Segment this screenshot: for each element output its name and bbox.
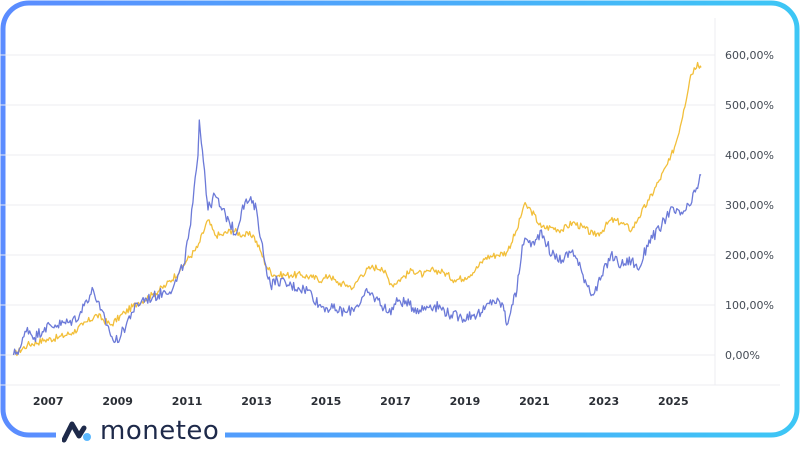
series-line-gold <box>12 61 702 357</box>
x-tick-label: 2021 <box>519 395 550 408</box>
y-tick-label: 500,00% <box>725 99 774 112</box>
chart-grid <box>0 18 780 386</box>
y-tick-label: 100,00% <box>725 299 774 312</box>
x-tick-label: 2009 <box>102 395 133 408</box>
y-axis: 0,00% 100,00% 200,00% 300,00% 400,00% 500,00%… <box>725 49 774 362</box>
chart-series <box>12 61 702 357</box>
x-tick-label: 2023 <box>589 395 620 408</box>
x-tick-label: 2017 <box>380 395 411 408</box>
x-tick-label: 2013 <box>241 395 272 408</box>
x-tick-label: 2019 <box>450 395 481 408</box>
moneteo-logo-icon <box>62 421 91 443</box>
x-tick-label: 2007 <box>33 395 64 408</box>
y-tick-label: 400,00% <box>725 149 774 162</box>
x-tick-label: 2011 <box>172 395 203 408</box>
y-tick-label: 600,00% <box>725 49 774 62</box>
x-tick-label: 2015 <box>311 395 342 408</box>
y-tick-label: 0,00% <box>725 349 760 362</box>
brand-logo: moneteo <box>56 415 226 447</box>
x-axis: 2007 2009 2011 2013 2015 2017 2019 2021 2023 2025 <box>33 395 689 408</box>
brand-name: moneteo <box>100 416 220 446</box>
y-tick-label: 200,00% <box>725 249 774 262</box>
series-line-blue <box>12 119 702 356</box>
x-tick-label: 2025 <box>658 395 689 408</box>
y-tick-label: 300,00% <box>725 199 774 212</box>
